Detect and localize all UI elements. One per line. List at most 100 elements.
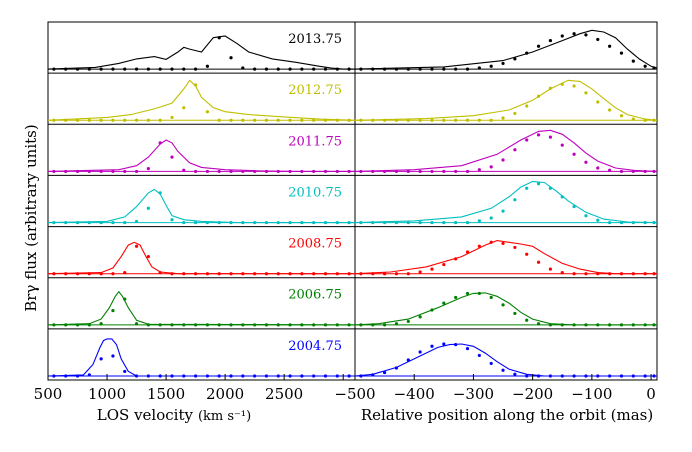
velocity-obs-point — [193, 323, 198, 327]
position-obs-point — [619, 169, 624, 174]
position-obs-point — [359, 272, 363, 276]
position-obs-point — [608, 220, 612, 225]
position-obs-point — [501, 209, 505, 213]
velocity-obs-point — [52, 272, 56, 276]
velocity-obs-point — [99, 67, 103, 71]
velocity-obs-point — [182, 106, 186, 110]
velocity-obs-point — [170, 155, 174, 159]
position-obs-point — [371, 272, 375, 276]
position-model-line — [354, 129, 658, 172]
ticks: 500 1000 1500 2000 2500 −500 −400 −300 −200 −100 0 — [34, 374, 656, 403]
velocity-obs-point — [229, 169, 233, 174]
position-obs-point — [394, 169, 399, 174]
position-obs-point — [619, 323, 624, 327]
velocity-obs-point — [323, 169, 328, 174]
velocity-obs-point — [193, 169, 198, 174]
position-obs-point — [596, 37, 600, 42]
position-obs-point — [406, 272, 410, 276]
position-obs-point — [383, 323, 387, 327]
position-obs-point — [489, 240, 493, 244]
position-obs-point — [418, 118, 422, 122]
position-model-line — [354, 29, 658, 70]
x-tick-label-velocity: 500 — [34, 385, 63, 403]
velocity-obs-point — [217, 118, 221, 122]
velocity-obs-point — [300, 169, 304, 174]
velocity-obs-point — [170, 67, 174, 71]
position-obs-point — [406, 319, 410, 324]
velocity-obs-point — [276, 118, 280, 122]
position-obs-point — [560, 323, 564, 327]
velocity-obs-point — [205, 110, 210, 114]
position-obs-point — [525, 104, 529, 108]
position-obs-point — [418, 220, 422, 225]
velocity-obs-point — [123, 220, 127, 225]
position-obs-point — [430, 344, 434, 348]
position-obs-point — [513, 372, 517, 376]
velocity-obs-point — [312, 118, 316, 122]
position-obs-point — [643, 64, 647, 68]
velocity-obs-point — [123, 270, 127, 275]
velocity-obs-point — [123, 297, 127, 301]
position-obs-point — [536, 94, 541, 98]
velocity-obs-point — [134, 219, 139, 224]
position-obs-point — [465, 67, 470, 71]
velocity-obs-point — [347, 169, 351, 174]
velocity-obs-point — [170, 374, 174, 378]
position-obs-point — [596, 166, 600, 170]
velocity-obs-point — [253, 272, 257, 276]
position-obs-point — [548, 323, 553, 327]
velocity-obs-point — [193, 67, 198, 71]
velocity-obs-point — [241, 118, 245, 122]
position-obs-point — [406, 67, 410, 71]
position-obs-point — [477, 219, 481, 223]
position-obs-point — [619, 114, 624, 118]
position-obs-point — [454, 118, 458, 122]
epoch-2004.75: 2004.75 — [47, 338, 657, 378]
position-obs-point — [560, 270, 564, 275]
velocity-obs-point — [323, 67, 328, 71]
position-obs-point — [442, 169, 446, 174]
velocity-obs-point — [146, 67, 150, 71]
position-obs-point — [430, 67, 434, 71]
position-obs-point — [584, 160, 588, 164]
velocity-obs-point — [323, 220, 328, 225]
position-obs-point — [513, 245, 517, 250]
x-tick-label-velocity: 2500 — [265, 385, 303, 403]
position-obs-point — [489, 64, 493, 68]
velocity-obs-point — [264, 323, 269, 327]
position-obs-point — [383, 169, 387, 174]
velocity-obs-point — [182, 374, 186, 378]
velocity-obs-point — [217, 374, 221, 378]
position-obs-point — [536, 374, 541, 378]
position-obs-point — [572, 204, 576, 209]
position-obs-point — [371, 67, 375, 71]
position-obs-point — [608, 44, 612, 48]
velocity-obs-point — [205, 272, 210, 276]
velocity-obs-point — [111, 67, 115, 71]
velocity-obs-point — [323, 323, 328, 327]
position-obs-point — [572, 374, 576, 378]
position-obs-point — [442, 220, 446, 225]
position-obs-point — [631, 220, 635, 225]
velocity-obs-point — [75, 118, 80, 122]
velocity-obs-point — [64, 323, 68, 327]
velocity-obs-point — [335, 374, 339, 378]
position-obs-point — [643, 169, 647, 174]
position-obs-point — [454, 257, 458, 261]
position-obs-point — [406, 358, 410, 362]
position-obs-point — [596, 100, 600, 104]
velocity-obs-point — [75, 67, 80, 71]
velocity-obs-point — [205, 220, 210, 225]
position-obs-point — [560, 195, 564, 199]
velocity-obs-point — [170, 218, 174, 222]
position-obs-point — [418, 350, 422, 354]
velocity-obs-point — [146, 374, 150, 378]
position-obs-point — [359, 323, 363, 327]
velocity-obs-point — [182, 323, 186, 327]
position-obs-point — [430, 308, 434, 312]
position-obs-point — [525, 186, 529, 190]
position-obs-point — [489, 165, 493, 169]
velocity-obs-point — [288, 67, 292, 71]
epoch-2013.75: 2013.75 — [47, 29, 658, 71]
position-obs-point — [572, 84, 576, 88]
